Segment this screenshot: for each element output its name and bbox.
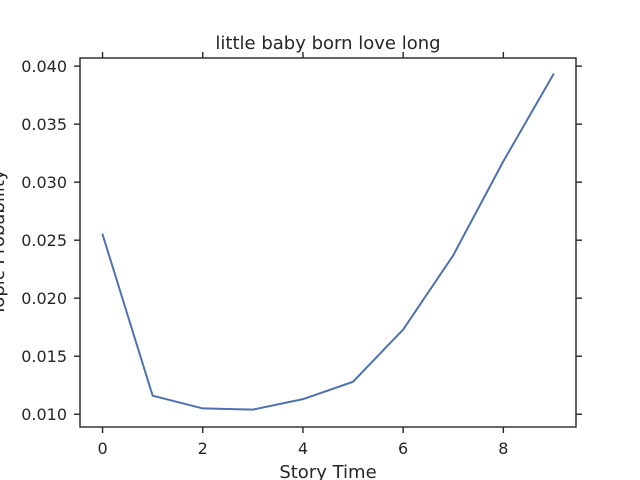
y-tick-label: 0.040 [21,57,67,76]
x-tick-label: 6 [398,439,408,458]
y-tick-label: 0.030 [21,173,67,192]
x-tick-label: 4 [298,439,308,458]
x-tick-label: 8 [498,439,508,458]
y-tick-label: 0.035 [21,115,67,134]
x-axis-label: Story Time [279,462,376,480]
tick-marks [74,52,582,433]
plot-frame [79,57,577,428]
x-tick-label: 0 [97,439,107,458]
x-tick-label: 2 [198,439,208,458]
y-tick-label: 0.020 [21,289,67,308]
series-line [101,73,555,411]
y-tick-label: 0.025 [21,231,67,250]
y-axis-label: Topic Probability [0,169,9,316]
y-tick-label: 0.010 [21,405,67,424]
chart-title: little baby born love long [215,33,440,54]
tick-labels: 0 2 4 6 8 0.010 0.015 0.020 0.025 0.030 0.035 0.040 [21,57,508,458]
y-tick-label: 0.015 [21,347,67,366]
